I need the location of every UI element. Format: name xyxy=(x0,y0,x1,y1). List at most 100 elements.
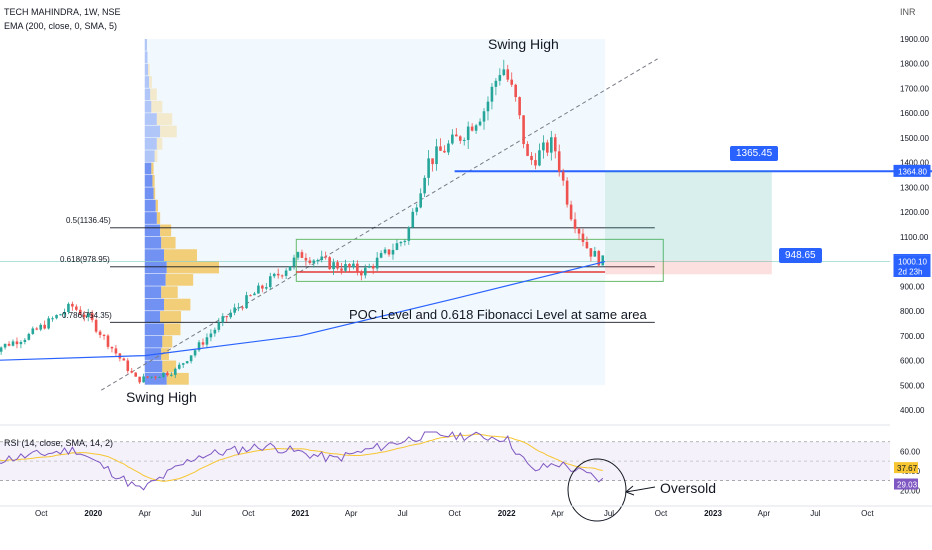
candle-down xyxy=(546,142,549,153)
candle-up xyxy=(375,257,379,269)
candle-up xyxy=(415,207,419,212)
fib-0-786-label: 0.786(754.35) xyxy=(62,311,112,320)
time-tick-label: Oct xyxy=(655,509,668,518)
time-tick-label: Jul xyxy=(810,509,820,518)
candle-down xyxy=(276,273,280,276)
vp-bar-down xyxy=(156,113,173,125)
candle-down xyxy=(443,150,446,153)
candle-up xyxy=(39,324,43,330)
candle-up xyxy=(142,376,145,383)
candle-up xyxy=(312,260,316,264)
fib-0-5-label: 0.5(1136.45) xyxy=(66,216,111,225)
candle-up xyxy=(383,249,387,254)
price-tick-label: 1500.00 xyxy=(900,134,929,143)
candle-down xyxy=(304,257,308,261)
time-tick-label: Jul xyxy=(191,509,201,518)
candle-up xyxy=(399,241,403,244)
price-marker-label: 2d 23h xyxy=(898,267,922,276)
candle-up xyxy=(332,262,335,270)
loss-zone xyxy=(605,260,772,275)
vp-bar-up xyxy=(144,261,167,274)
price-tick-label: 700.00 xyxy=(900,332,925,341)
candle-up xyxy=(482,111,486,122)
candle-down xyxy=(225,316,229,318)
vp-bar-up xyxy=(144,187,154,200)
candle-up xyxy=(158,376,161,378)
time-tick-label: Oct xyxy=(861,509,874,518)
candle-down xyxy=(122,358,126,361)
candle-up xyxy=(391,249,395,255)
vp-bar-down xyxy=(151,100,163,113)
rsi-marker-label: 37.67 xyxy=(897,464,918,473)
candle-up xyxy=(435,146,438,165)
candle-down xyxy=(7,343,11,346)
vp-bar-up xyxy=(144,335,163,348)
candle-up xyxy=(550,137,553,153)
vp-bar-down xyxy=(160,125,177,138)
vp-bar-down xyxy=(150,88,157,101)
candle-down xyxy=(90,313,94,320)
price-marker-label: 1000.10 xyxy=(898,258,927,267)
vp-bar-down xyxy=(154,150,158,163)
candle-up xyxy=(150,376,153,378)
candle-up xyxy=(593,251,597,257)
candle-up xyxy=(229,312,232,318)
candle-down xyxy=(300,252,304,258)
candle-down xyxy=(581,233,585,242)
candle-up xyxy=(486,101,490,112)
fib-0-618-label: 0.618(978.95) xyxy=(60,255,110,264)
candle-up xyxy=(257,285,260,294)
candle-up xyxy=(59,314,62,316)
candle-up xyxy=(209,333,213,338)
vp-bar-down xyxy=(152,175,155,187)
candle-down xyxy=(526,144,529,156)
candle-down xyxy=(348,263,351,268)
vp-bar-down xyxy=(156,212,161,224)
candle-up xyxy=(185,361,189,364)
time-tick-label: Apr xyxy=(345,509,358,518)
oversold-circle xyxy=(567,458,627,522)
candle-up xyxy=(284,270,288,276)
swing-high-top-label: Swing High xyxy=(488,36,559,52)
candle-up xyxy=(288,266,292,271)
rsi-panel xyxy=(0,431,656,522)
candle-up xyxy=(177,364,181,369)
candle-down xyxy=(561,171,565,181)
price-tick-label: 900.00 xyxy=(900,282,925,291)
time-tick-label: Oct xyxy=(35,509,48,518)
rsi-tick-label: 60.00 xyxy=(900,447,921,456)
candle-down xyxy=(126,360,130,371)
candle-up xyxy=(162,372,165,377)
candle-down xyxy=(35,328,39,330)
time-tick-label: Oct xyxy=(448,509,461,518)
candle-down xyxy=(336,262,339,269)
candle-down xyxy=(510,79,514,85)
candle-down xyxy=(166,372,169,376)
candle-down xyxy=(553,137,557,152)
price-tick-label: 1100.00 xyxy=(900,233,929,242)
vp-bar-down xyxy=(164,298,191,311)
candle-down xyxy=(518,97,521,116)
candle-up xyxy=(407,227,411,241)
vp-bar-up xyxy=(144,273,166,286)
candle-down xyxy=(439,146,442,151)
vp-bar-down xyxy=(160,311,182,323)
price-marker-label: 1364.80 xyxy=(898,167,927,176)
candle-up xyxy=(253,293,256,296)
candle-up xyxy=(55,315,58,319)
candle-up xyxy=(447,143,450,153)
vp-bar-down xyxy=(162,335,173,348)
candle-up xyxy=(268,276,272,288)
candle-up xyxy=(542,142,545,151)
candle-down xyxy=(470,126,474,131)
oversold-arrowhead xyxy=(625,485,635,496)
trendline-dashed xyxy=(100,58,658,391)
vp-bar-up xyxy=(144,212,157,224)
vp-bar-up xyxy=(144,175,153,187)
vp-bar-up xyxy=(144,224,161,237)
vp-bar-up xyxy=(144,311,161,323)
candlestick-series xyxy=(0,59,605,385)
vp-bar-down xyxy=(164,249,198,261)
time-tick-label: 2020 xyxy=(84,509,102,518)
